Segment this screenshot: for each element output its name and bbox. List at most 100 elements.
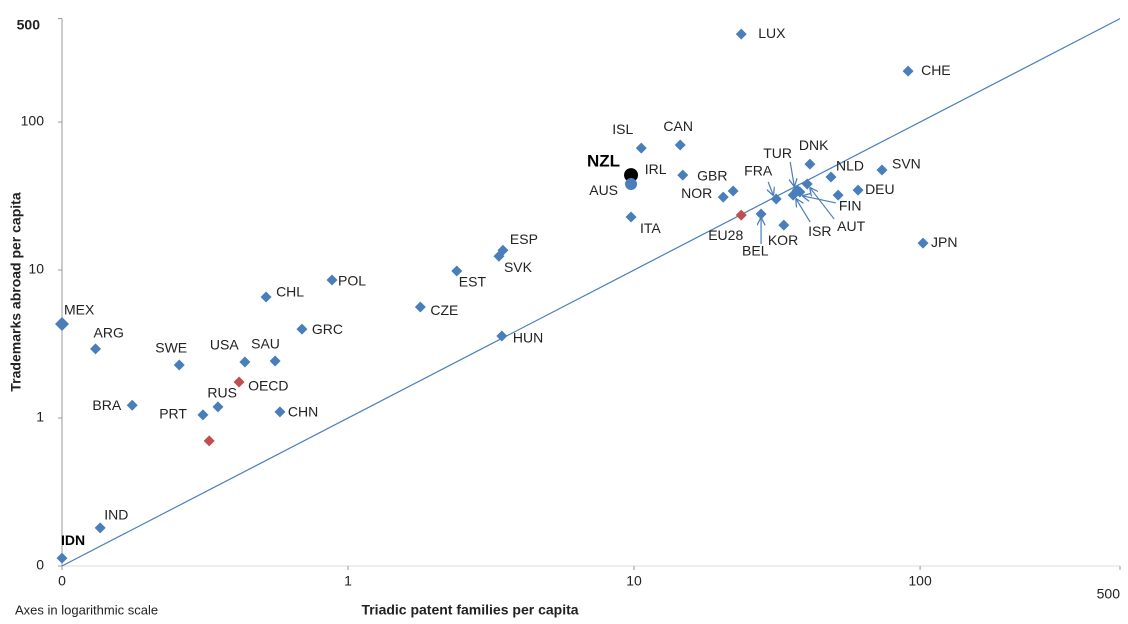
point-label: ESP [510, 231, 538, 247]
point-label: AUS [589, 182, 618, 198]
point [274, 406, 286, 418]
point-label: DEU [865, 181, 895, 197]
point-label: AUT [837, 218, 865, 234]
point [717, 191, 729, 203]
x-tick-label: 1 [344, 573, 352, 589]
point [804, 158, 816, 170]
point-label: CHN [288, 404, 318, 420]
point-label: USA [210, 337, 239, 353]
point-label: SAU [251, 336, 280, 352]
point-label: KOR [768, 232, 798, 248]
y-tick-label: 100 [21, 113, 45, 129]
x-tick-label: 10 [626, 573, 642, 589]
x-tick-label: 0 [58, 573, 66, 589]
point [727, 185, 739, 197]
point [625, 178, 638, 191]
point [735, 28, 747, 40]
point [677, 169, 689, 181]
point-label: EU28 [708, 227, 743, 243]
point-label: GBR [697, 168, 727, 184]
point [126, 399, 138, 411]
point [260, 291, 272, 303]
y-axis-label: Trademarks abroad per capita [8, 192, 24, 391]
point [917, 237, 929, 249]
point-label: LUX [758, 25, 786, 41]
point-label: SWE [155, 340, 187, 356]
point-label: BRA [92, 397, 121, 413]
leader-line [796, 199, 811, 223]
point [94, 522, 106, 534]
point [55, 316, 69, 331]
point [233, 376, 245, 388]
y-tick-label: 0 [36, 557, 44, 573]
point [902, 65, 914, 77]
point [635, 142, 647, 154]
point-label: IDN [61, 532, 85, 548]
point [197, 409, 209, 421]
point-label: NLD [836, 158, 864, 174]
point-label: CHE [921, 62, 951, 78]
point [755, 208, 767, 220]
point [203, 435, 215, 447]
point-label: IRL [645, 161, 667, 177]
diagonal-line [61, 18, 1121, 567]
point [414, 301, 426, 313]
point-label: NOR [681, 185, 712, 201]
point [56, 552, 68, 564]
point-label: JPN [931, 234, 957, 250]
point [493, 250, 505, 262]
point-label: FRA [744, 163, 773, 179]
point-label: NZL [587, 152, 620, 171]
point-label: FIN [839, 198, 862, 214]
point [778, 219, 790, 231]
point [825, 171, 837, 183]
point-label: BEL [742, 243, 769, 259]
point [674, 139, 686, 151]
leader-line [768, 181, 773, 195]
point-label: CZE [430, 302, 458, 318]
point-label: ISL [612, 121, 633, 137]
point-label: EST [459, 274, 487, 290]
point-label: GRC [312, 321, 343, 337]
point [90, 343, 102, 355]
point-label: RUS [207, 385, 237, 401]
point [296, 323, 308, 335]
point [173, 359, 185, 371]
point [852, 184, 864, 196]
point [239, 356, 251, 368]
point-label: CAN [663, 118, 693, 134]
point-label: ARG [94, 325, 124, 341]
point [496, 330, 508, 342]
point-label: MEX [64, 302, 95, 318]
point [624, 168, 639, 183]
point [876, 164, 888, 176]
point [451, 265, 463, 277]
note: Axes in logarithmic scale [15, 602, 158, 617]
y-tick-label: 10 [28, 261, 44, 277]
point [269, 355, 281, 367]
point-label: POL [338, 273, 366, 289]
point-label: IND [104, 507, 128, 523]
y-tick-label: 500 [17, 17, 41, 33]
point-label: HUN [513, 330, 543, 346]
point-label: DNK [799, 137, 829, 153]
point [801, 178, 813, 190]
point-label: SVN [892, 156, 921, 172]
point-label: ITA [640, 220, 661, 236]
point-label: SVK [504, 259, 533, 275]
x-axis-label: Triadic patent families per capita [361, 602, 578, 618]
point-label: PRT [159, 406, 187, 422]
leader-line [810, 188, 835, 220]
y-tick-label: 1 [36, 409, 44, 425]
point [212, 401, 224, 413]
point-label: TUR [763, 145, 792, 161]
point-label: CHL [276, 284, 304, 300]
point [625, 211, 637, 223]
point-label: OECD [248, 378, 288, 394]
point [832, 189, 844, 201]
point [735, 209, 747, 221]
leader-line [790, 161, 794, 186]
x-tick-label: 100 [908, 573, 932, 589]
x-tick-label: 500 [1097, 586, 1121, 602]
